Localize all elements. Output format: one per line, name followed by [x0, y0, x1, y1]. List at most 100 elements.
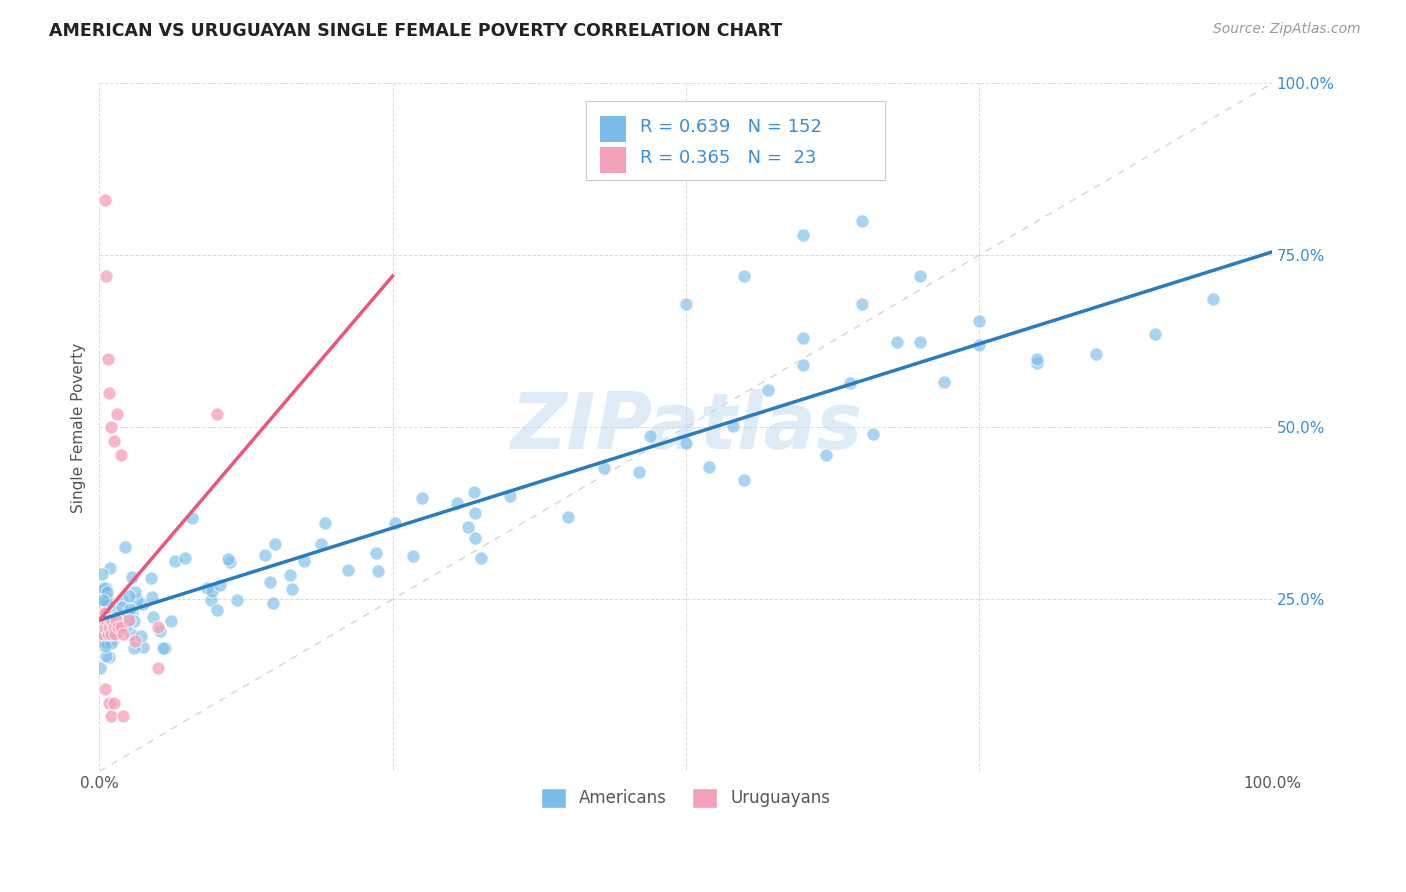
Point: [122, 640, 145, 655]
Point: [114, 619, 136, 633]
Point: [402, 549, 425, 563]
Point: [103, 620, 125, 634]
Point: [97, 620, 120, 634]
Point: [89, 623, 111, 637]
Point: [93, 615, 115, 630]
Point: [89, 626, 111, 640]
Point: [94, 649, 117, 664]
Point: [97, 600, 120, 615]
Point: [115, 615, 138, 630]
Point: [90, 595, 112, 609]
Point: [499, 489, 522, 503]
Point: [121, 605, 143, 619]
Point: [337, 564, 360, 578]
Point: [200, 593, 222, 607]
Point: [1143, 326, 1166, 341]
Point: [89, 606, 111, 620]
Point: [225, 593, 247, 607]
Point: [292, 553, 315, 567]
Point: [208, 577, 231, 591]
Point: [110, 620, 132, 634]
Point: [364, 546, 387, 560]
Point: [174, 550, 197, 565]
Point: [463, 484, 485, 499]
Point: [94, 624, 117, 638]
Point: [94, 194, 117, 208]
Point: [111, 599, 134, 614]
Point: [118, 613, 141, 627]
Point: [262, 596, 284, 610]
Point: [132, 640, 155, 655]
Point: [91, 589, 114, 603]
Point: [367, 564, 389, 578]
Point: [94, 607, 117, 622]
Point: [94, 611, 117, 625]
Point: [103, 614, 125, 628]
Point: [124, 615, 146, 629]
Point: [89, 624, 111, 639]
Point: [200, 583, 222, 598]
Point: [96, 594, 118, 608]
Point: [93, 581, 115, 595]
Point: [908, 268, 931, 283]
Point: [165, 554, 187, 568]
Point: [91, 615, 114, 630]
Point: [103, 696, 125, 710]
Point: [110, 448, 132, 462]
Point: [263, 536, 285, 550]
Point: [90, 613, 112, 627]
Point: [124, 584, 146, 599]
Point: [98, 634, 121, 648]
Point: [90, 631, 112, 645]
Point: [94, 681, 117, 696]
Point: [91, 606, 114, 620]
Point: [464, 507, 486, 521]
Point: [733, 268, 755, 283]
Point: [89, 599, 111, 614]
Point: [89, 592, 111, 607]
Bar: [600, 116, 626, 142]
Point: [103, 633, 125, 648]
Point: [124, 633, 146, 648]
Point: [862, 426, 884, 441]
Point: [181, 511, 204, 525]
Point: [756, 383, 779, 397]
Point: [446, 496, 468, 510]
Point: [90, 617, 112, 632]
Point: [675, 296, 697, 310]
Point: [96, 636, 118, 650]
Point: [94, 627, 117, 641]
Point: [100, 627, 122, 641]
Point: [93, 622, 115, 636]
Point: [101, 613, 124, 627]
Point: [89, 607, 111, 622]
Point: [111, 593, 134, 607]
Point: [98, 649, 121, 664]
Point: [94, 600, 117, 615]
Point: [1085, 347, 1108, 361]
Point: [280, 582, 302, 596]
Point: [91, 627, 114, 641]
Point: [90, 620, 112, 634]
Point: [111, 627, 134, 641]
Point: [96, 591, 118, 605]
Point: [91, 596, 114, 610]
Point: [851, 296, 873, 310]
Point: [100, 709, 122, 723]
Point: [592, 461, 614, 475]
Point: [89, 613, 111, 627]
Point: [107, 620, 129, 634]
Point: [94, 626, 117, 640]
Point: [105, 407, 128, 421]
Point: [197, 582, 219, 596]
Point: [118, 608, 141, 623]
Point: [792, 331, 814, 345]
Point: [851, 214, 873, 228]
Point: [94, 620, 117, 634]
Point: [155, 640, 177, 655]
Point: [792, 358, 814, 372]
Point: [721, 419, 744, 434]
Point: [908, 334, 931, 349]
Point: [411, 491, 433, 506]
Text: R = 0.639   N = 152: R = 0.639 N = 152: [640, 118, 823, 136]
